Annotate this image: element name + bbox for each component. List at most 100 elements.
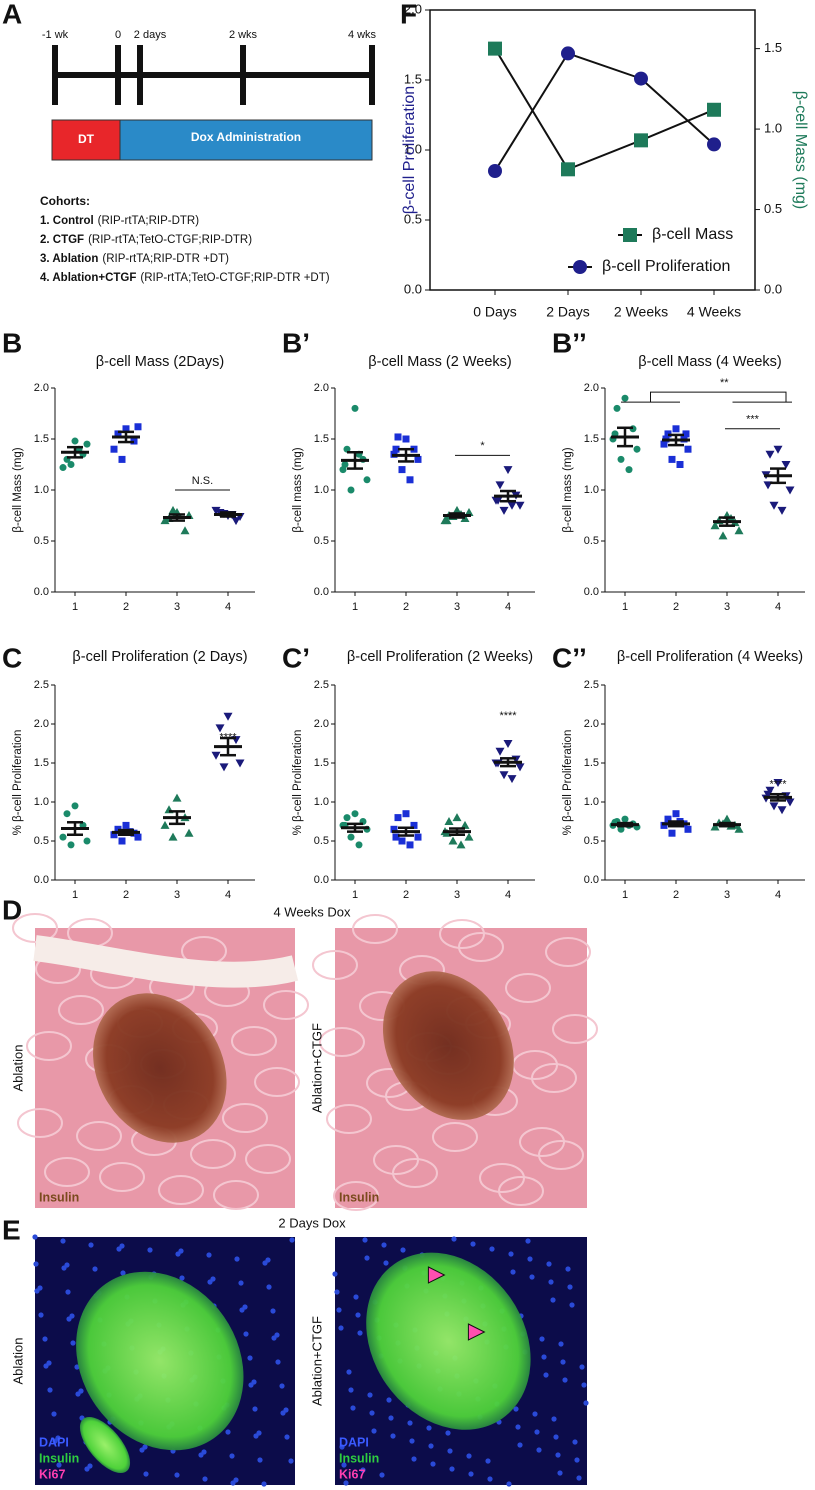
error-bar <box>770 467 786 485</box>
nucleus <box>43 1363 49 1369</box>
cohort: 2. CTGF (RIP-rtTA;TetO-CTGF;RIP-DTR) <box>40 234 252 246</box>
x-tick-label: 3 <box>454 889 460 901</box>
x-tick-label: 4 <box>225 889 231 901</box>
nucleus <box>206 1252 212 1258</box>
point <box>503 740 513 748</box>
error-bar <box>617 426 633 448</box>
acinus <box>58 995 104 1025</box>
point <box>722 814 732 823</box>
nucleus <box>513 1406 519 1412</box>
nucleus <box>548 1279 554 1285</box>
nucleus <box>247 1355 253 1361</box>
point <box>118 837 126 845</box>
point <box>769 501 779 510</box>
point <box>763 790 773 799</box>
nucleus <box>487 1476 493 1482</box>
point <box>160 820 170 829</box>
nucleus <box>562 1377 568 1383</box>
nucleus <box>485 1458 491 1464</box>
x-tick-label: 1 <box>352 601 358 613</box>
nucleus <box>539 1336 545 1342</box>
nucleus <box>139 1447 145 1453</box>
islet <box>79 1416 131 1474</box>
y-tick-label: 0.0 <box>584 586 599 598</box>
y-tick-label: 0.5 <box>404 211 422 226</box>
chart-title: β-cell Proliferation (4 Weeks) <box>617 649 803 665</box>
timeline-label: 2 wks <box>229 29 258 41</box>
nucleus <box>207 1279 213 1285</box>
point <box>769 802 779 811</box>
point <box>406 476 414 484</box>
nucleus <box>581 1382 587 1388</box>
acinus <box>44 1157 90 1187</box>
nucleus <box>179 1275 185 1281</box>
point <box>347 486 355 494</box>
point <box>410 821 418 829</box>
y-axis-label: % β-cell Proliferation <box>12 730 24 836</box>
nucleus <box>353 1294 359 1300</box>
y-tick-label: 2.0 <box>584 382 599 394</box>
point <box>110 831 118 839</box>
point <box>215 724 225 733</box>
y2-axis-label: β-cell Mass (mg) <box>792 91 809 210</box>
error-bar <box>617 821 633 828</box>
nucleus <box>346 1369 352 1375</box>
x-tick-label: 4 <box>505 889 511 901</box>
x-tick-label: 2 Weeks <box>614 304 668 320</box>
y-tick-label: 0.0 <box>314 874 329 886</box>
y-tick-label: 2.5 <box>34 679 49 691</box>
nucleus <box>65 1289 71 1295</box>
nucleus <box>515 1424 521 1430</box>
point <box>402 435 410 443</box>
point <box>347 833 355 841</box>
error-bar <box>668 820 684 828</box>
point <box>777 506 787 515</box>
nucleus <box>466 1453 472 1459</box>
cohort-name: 3. Ablation <box>40 253 98 265</box>
x-tick-label: 3 <box>454 601 460 613</box>
x-tick-label: 1 <box>72 889 78 901</box>
image-label: Ablation <box>10 1338 25 1385</box>
sig-label: **** <box>499 710 517 722</box>
nucleus <box>332 1271 338 1277</box>
x-tick-label: 3 <box>174 889 180 901</box>
y-tick-label: 0.0 <box>34 586 49 598</box>
y-tick-label: 2.0 <box>314 382 329 394</box>
nucleus <box>34 1288 40 1294</box>
point <box>351 404 359 412</box>
point <box>499 506 509 515</box>
nucleus <box>426 1425 432 1431</box>
point <box>223 712 233 721</box>
series-line <box>494 48 715 171</box>
acinus <box>254 1067 300 1097</box>
nucleus <box>379 1472 385 1478</box>
nucleus <box>271 1335 277 1341</box>
nucleus <box>508 1251 514 1257</box>
point <box>406 841 414 849</box>
error-bar <box>169 513 185 522</box>
error-bar <box>398 826 414 837</box>
point <box>83 440 91 448</box>
y-tick-label: 0.5 <box>34 535 49 547</box>
nucleus <box>386 1397 392 1403</box>
point <box>414 833 422 841</box>
point <box>63 810 71 818</box>
error-bar <box>67 821 83 837</box>
error-bar <box>220 511 236 518</box>
cohort-detail: (RIP-rtTA;RIP-DTR +DT) <box>102 253 229 265</box>
y-axis-label: β-cell mass (mg) <box>562 447 574 532</box>
vessel <box>33 935 299 988</box>
y-tick-label: 1.0 <box>584 796 599 808</box>
point <box>617 455 625 463</box>
nucleus <box>202 1476 208 1482</box>
stain-label: Insulin <box>39 1190 79 1204</box>
nucleus <box>92 1266 98 1272</box>
point <box>464 832 474 841</box>
nucleus <box>506 1481 512 1487</box>
nucleus <box>52 1438 58 1444</box>
point <box>460 820 470 829</box>
acinus <box>333 1181 379 1211</box>
point <box>785 798 795 807</box>
y-tick-label: 1.5 <box>314 757 329 769</box>
nucleus <box>338 1325 344 1331</box>
